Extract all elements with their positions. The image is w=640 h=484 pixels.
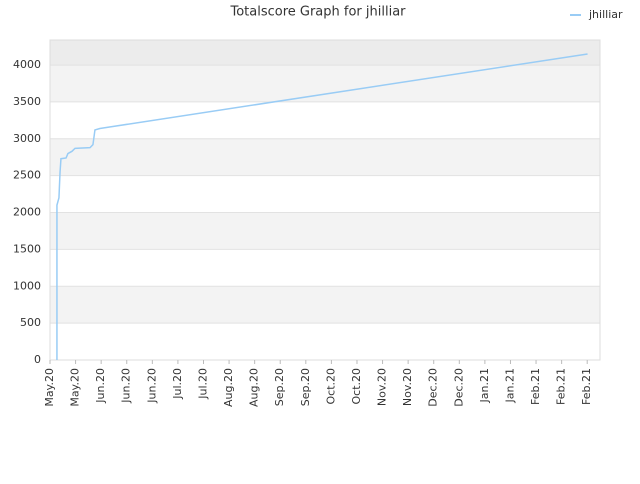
x-tick-label: Aug.20: [248, 368, 261, 407]
x-tick-label: Dec.20: [427, 368, 440, 407]
x-tick-label: Jan.21: [478, 368, 491, 403]
y-tick-label: 0: [34, 353, 41, 366]
x-tick-label: Jul.20: [171, 368, 184, 400]
x-tick-label: May.20: [43, 368, 56, 407]
y-tick-label: 500: [20, 316, 41, 329]
y-tick-label: 3000: [13, 132, 41, 145]
x-tick-label: Nov.20: [401, 368, 414, 406]
y-tick-label: 2000: [13, 206, 41, 219]
x-tick-label: Aug.20: [222, 368, 235, 407]
x-tick-label: May.20: [69, 368, 82, 407]
plot-band: [50, 138, 600, 176]
y-tick-label: 4000: [13, 58, 41, 71]
plot-band: [50, 286, 600, 324]
plot-band: [50, 65, 600, 102]
x-tick-label: Jun.20: [94, 368, 107, 404]
plot-band: [50, 40, 600, 66]
x-tick-label: Jan.21: [503, 368, 516, 403]
x-tick-label: Feb.21: [555, 368, 568, 405]
y-tick-label: 1000: [13, 279, 41, 292]
series-line: [56, 53, 588, 360]
y-tick-label: 3500: [13, 95, 41, 108]
x-tick-label: Sep.20: [299, 368, 312, 406]
x-tick-label: Nov.20: [376, 368, 389, 406]
x-tick-label: Jul.20: [196, 368, 209, 400]
y-tick-label: 2500: [13, 169, 41, 182]
x-tick-label: Feb.21: [529, 368, 542, 405]
plot-border: [49, 39, 601, 361]
x-tick-label: Dec.20: [452, 368, 465, 407]
x-tick-label: Oct.20: [324, 368, 337, 405]
plot-band: [50, 212, 600, 250]
legend-label: jhilliar: [588, 8, 623, 21]
x-tick-label: Feb.21: [580, 368, 593, 405]
chart-title: Totalscore Graph for jhilliar: [229, 5, 406, 20]
y-tick-label: 1500: [13, 242, 41, 255]
x-tick-label: Sep.20: [273, 368, 286, 406]
x-tick-label: Oct.20: [350, 368, 363, 405]
x-tick-label: Jun.20: [145, 368, 158, 404]
x-tick-label: Jun.20: [120, 368, 133, 404]
